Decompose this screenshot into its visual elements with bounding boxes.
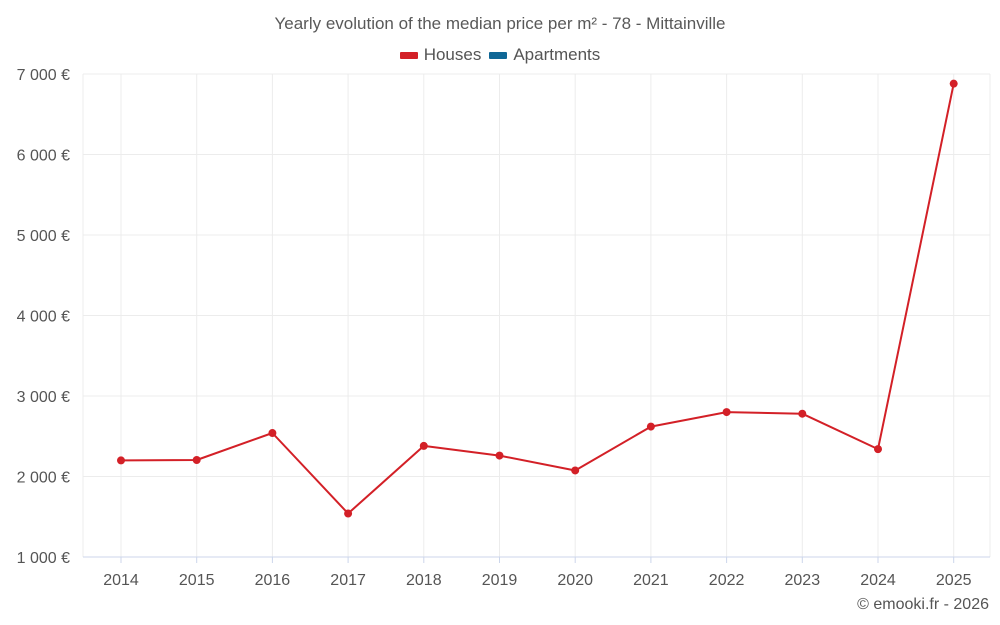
x-tick-label: 2014	[103, 572, 139, 589]
data-point-houses	[874, 445, 882, 454]
data-point-houses	[949, 79, 958, 88]
data-point-houses	[268, 429, 277, 438]
data-point-houses	[495, 451, 504, 460]
data-point-houses	[798, 409, 807, 418]
x-tick-label: 2015	[179, 572, 215, 589]
chart-title: Yearly evolution of the median price per…	[274, 14, 726, 33]
x-tick-label: 2016	[255, 572, 291, 589]
legend-item-apartments[interactable]: Apartments	[489, 45, 600, 65]
y-tick-label: 7 000 €	[17, 67, 70, 84]
data-point-houses	[344, 509, 353, 518]
x-tick-label: 2025	[936, 572, 972, 589]
y-tick-label: 3 000 €	[17, 389, 70, 406]
legend-label-apartments: Apartments	[513, 45, 601, 64]
data-point-houses	[722, 408, 731, 417]
legend-item-houses[interactable]: Houses	[399, 45, 482, 65]
y-tick-label: 2 000 €	[17, 470, 70, 487]
x-tick-label: 2023	[785, 572, 821, 589]
legend-swatch-houses	[399, 51, 418, 59]
data-point-houses	[192, 455, 201, 464]
data-point-houses	[419, 441, 428, 450]
data-point-houses	[646, 422, 655, 431]
legend-swatch-apartments	[489, 51, 508, 59]
x-tick-label: 2020	[557, 572, 593, 589]
y-tick-label: 6 000 €	[17, 148, 70, 165]
y-tick-label: 5 000 €	[17, 228, 70, 245]
y-tick-label: 1 000 €	[17, 550, 70, 567]
data-point-houses	[571, 466, 580, 475]
x-tick-label: 2019	[482, 572, 518, 589]
x-tick-label: 2017	[330, 572, 366, 589]
legend: Houses Apartments	[0, 45, 1000, 65]
credit-text: © emooki.fr - 2026	[857, 596, 989, 613]
data-point-houses	[117, 456, 125, 465]
x-tick-label: 2022	[709, 572, 745, 589]
series-line-houses	[120, 83, 955, 515]
x-tick-label: 2024	[860, 572, 896, 589]
x-tick-label: 2021	[633, 572, 669, 589]
y-tick-label: 4 000 €	[17, 309, 70, 326]
legend-label-houses: Houses	[423, 45, 482, 64]
x-tick-label: 2018	[406, 572, 442, 589]
